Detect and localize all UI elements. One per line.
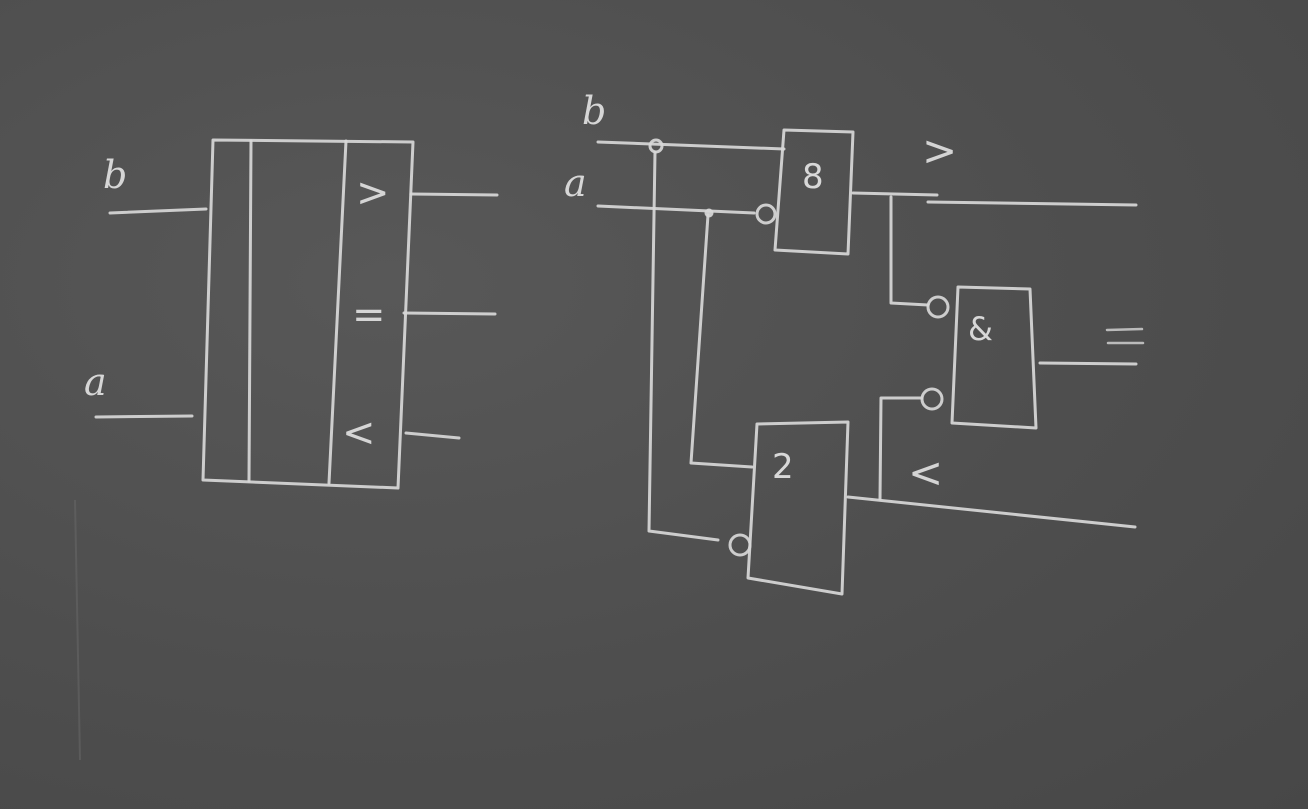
wire-gt-stub [851,191,939,197]
eq-bar-top [1105,327,1144,332]
input-a-label: a [84,360,107,404]
comparator-block: b a > = < [84,138,499,490]
output-eq-line [402,311,497,316]
wire-lt-to-and [878,396,924,501]
output-lt-line [404,431,461,440]
circuit-output-eq-symbol: = [1104,349,1105,351]
junction-b [648,138,664,154]
wire-b-down [647,150,720,542]
input-a-line [94,414,194,419]
gate-top-invert-bubble [755,203,777,225]
output-gt-line [409,192,499,197]
block-divider-1 [247,139,253,483]
circuit-input-b-label: b [582,89,606,133]
wire-a-down [689,213,754,469]
circuit-output-gt-symbol: > [922,126,957,175]
input-b-label: b [103,153,127,197]
gate-and-invert-bubble-1 [926,295,950,319]
output-lt-line [846,495,1137,529]
block-divider-2 [327,139,348,485]
gate-circuit: b a 8 > & = 2 [564,89,1145,596]
gate-bottom-box [746,420,850,596]
gate-bottom-label: 2 [772,447,794,487]
output-gt-line [926,200,1138,207]
output-gt-symbol: > [356,170,390,216]
gate-and-label: & [968,310,993,348]
gate-and-invert-bubble-2 [920,387,944,411]
circuit-input-a-label: a [564,161,587,205]
board-smudge [74,499,81,761]
gate-top-label: 8 [802,157,824,197]
output-lt-symbol: < [342,410,376,456]
wire-a [596,204,756,215]
output-eq-symbol: = [352,292,386,338]
gate-top-box [773,128,855,256]
gate-and-box [950,285,1038,430]
wire-gt-to-and [889,195,930,307]
wire-b [596,140,786,151]
output-eq-line [1038,361,1138,366]
input-b-line [108,207,208,215]
gate-bottom-invert-bubble [728,533,752,557]
circuit-output-lt-symbol: < [908,448,943,497]
